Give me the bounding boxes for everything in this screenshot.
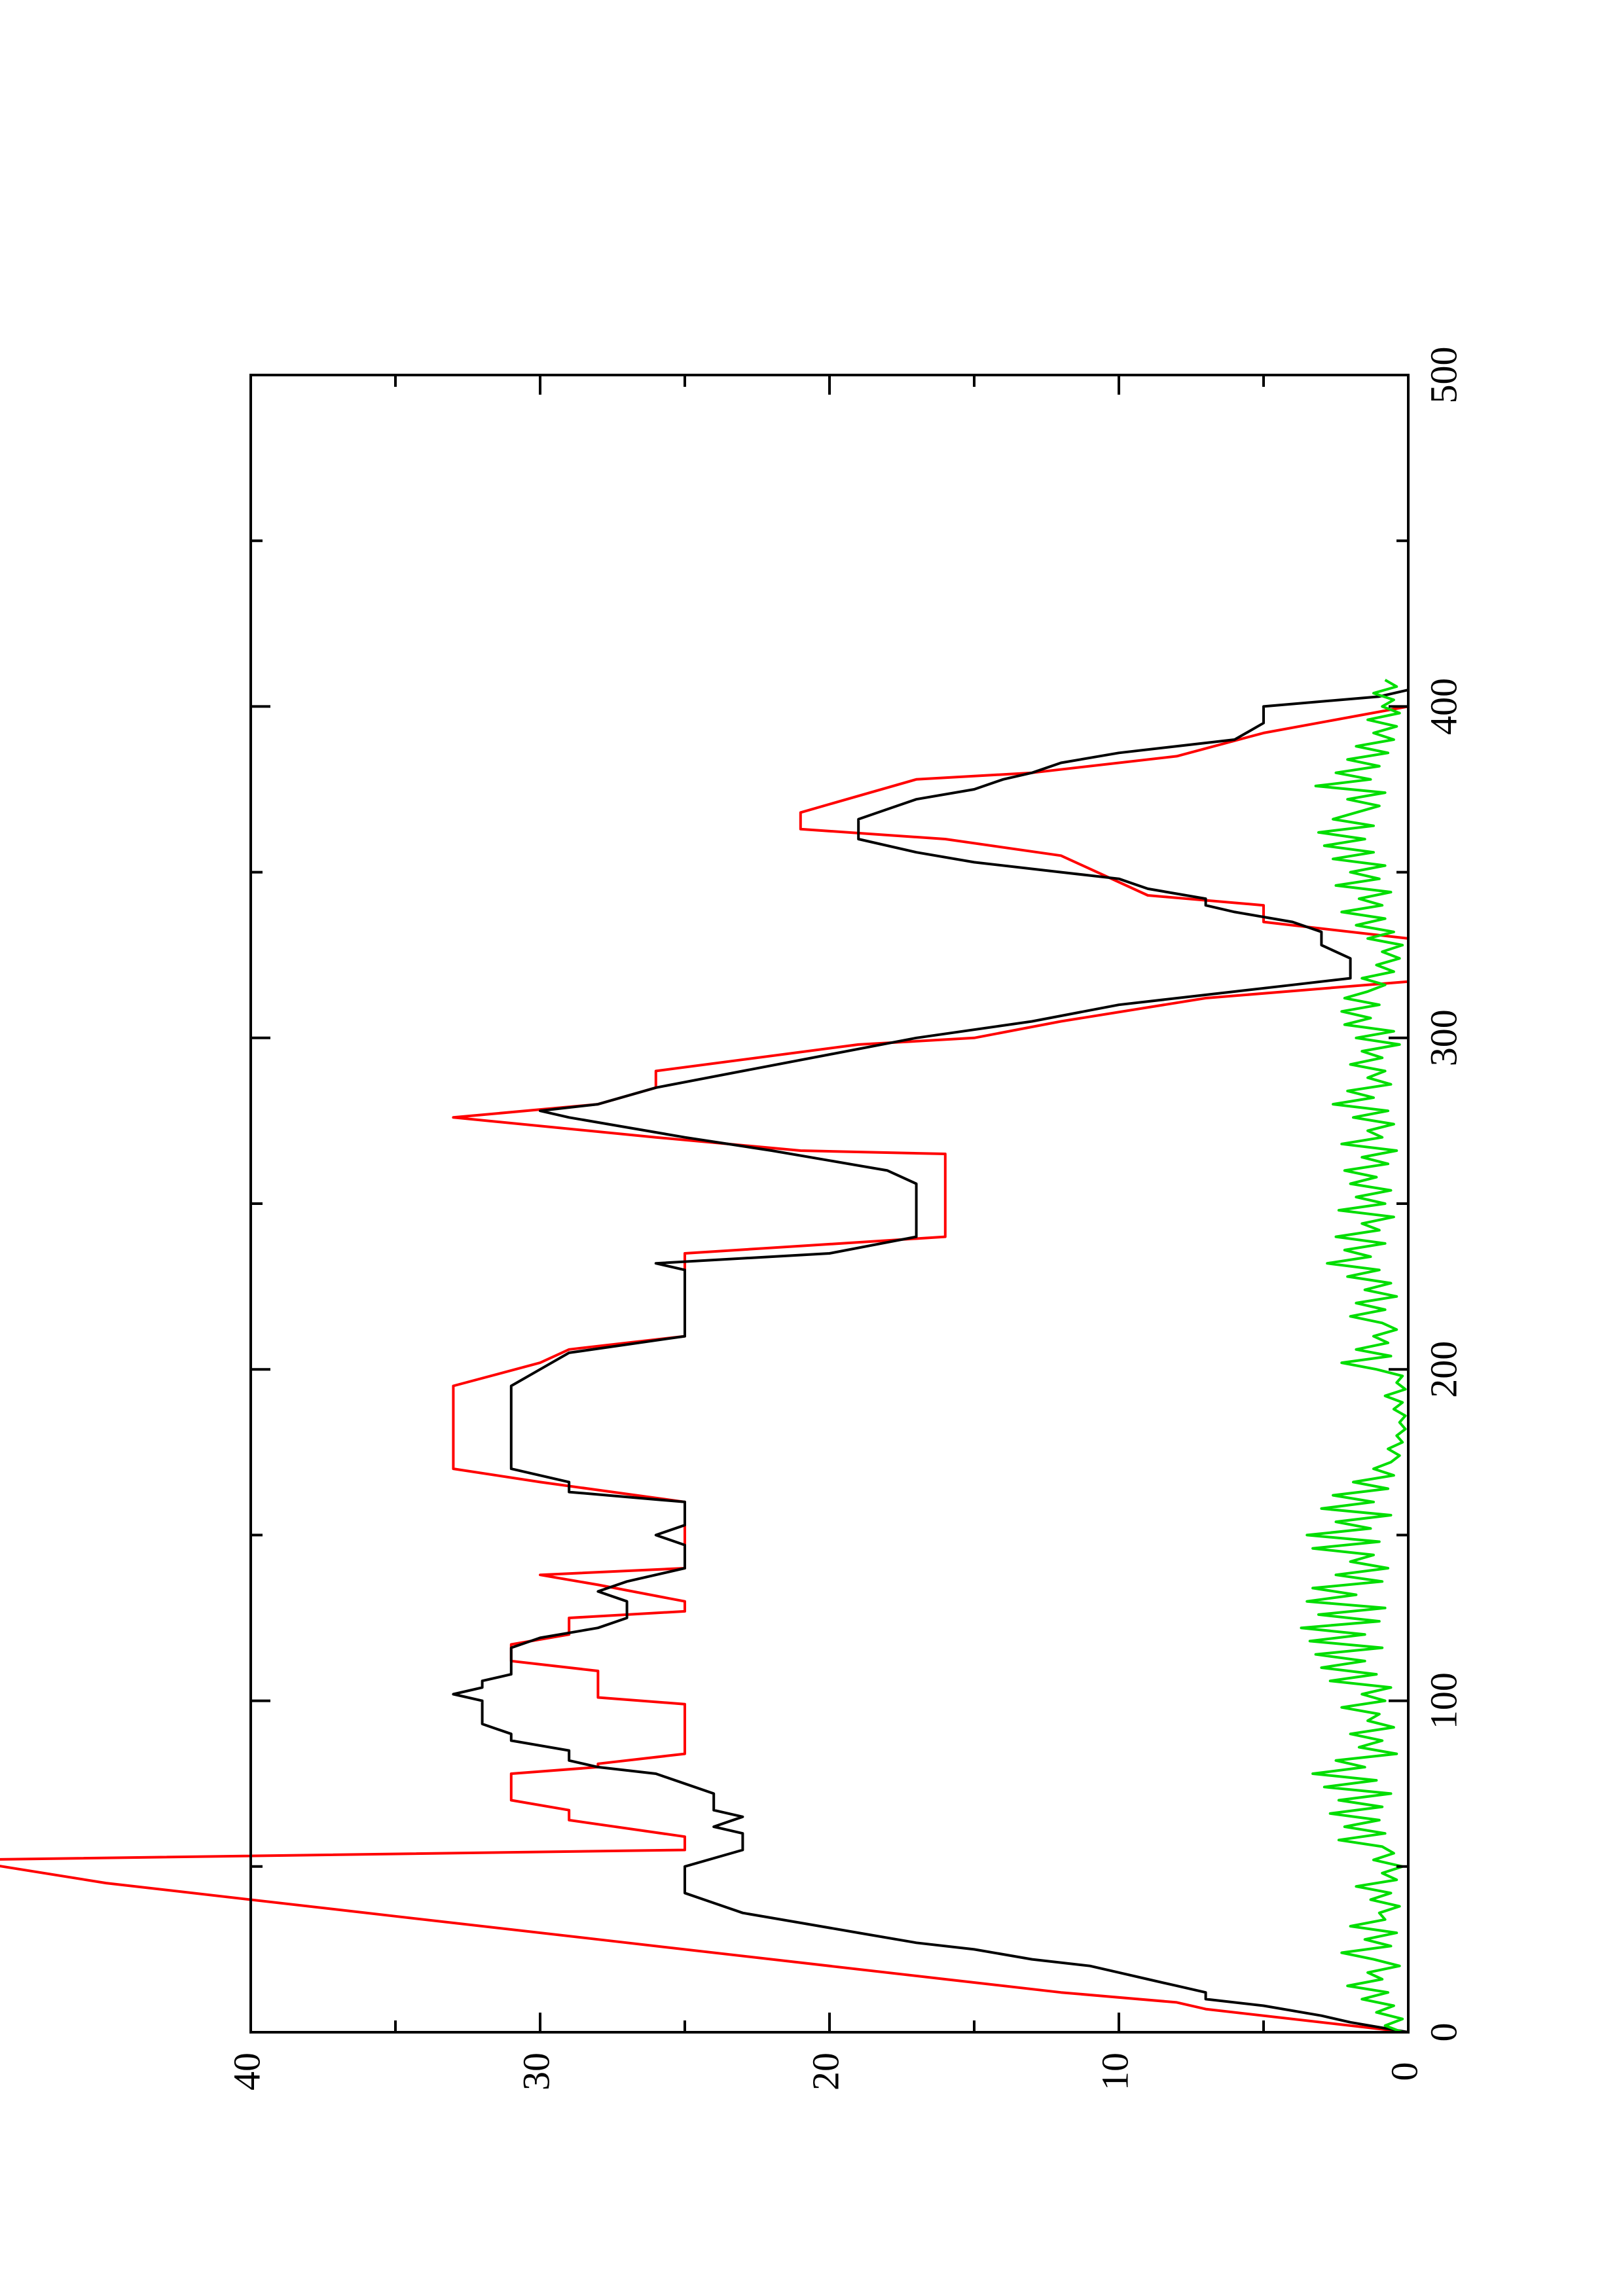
y-tick-label: 0 (1383, 2062, 1425, 2081)
x-tick-label: 400 (1422, 678, 1465, 735)
series-line-2 (452, 689, 1409, 2034)
x-tick-label: 500 (1422, 347, 1465, 404)
x-tick-label: 300 (1422, 1009, 1465, 1066)
series-layer (0, 679, 1410, 2034)
y-tick-label: 40 (225, 2053, 268, 2090)
y-tick-label: 30 (515, 2053, 557, 2090)
tick-labels: 0 100 200 300 400 500 0 10 20 30 40 (225, 347, 1465, 2091)
series-line-1 (0, 690, 1410, 2034)
x-tick-label: 0 (1422, 2023, 1465, 2042)
axis-ticks (249, 374, 1410, 2034)
x-tick-label: 100 (1422, 1672, 1465, 1729)
plot-frame (249, 374, 1410, 2034)
x-tick-label: 200 (1422, 1341, 1465, 1398)
y-tick-label: 20 (804, 2053, 847, 2090)
series-line-3 (1300, 679, 1407, 2034)
y-tick-label: 10 (1093, 2053, 1136, 2090)
